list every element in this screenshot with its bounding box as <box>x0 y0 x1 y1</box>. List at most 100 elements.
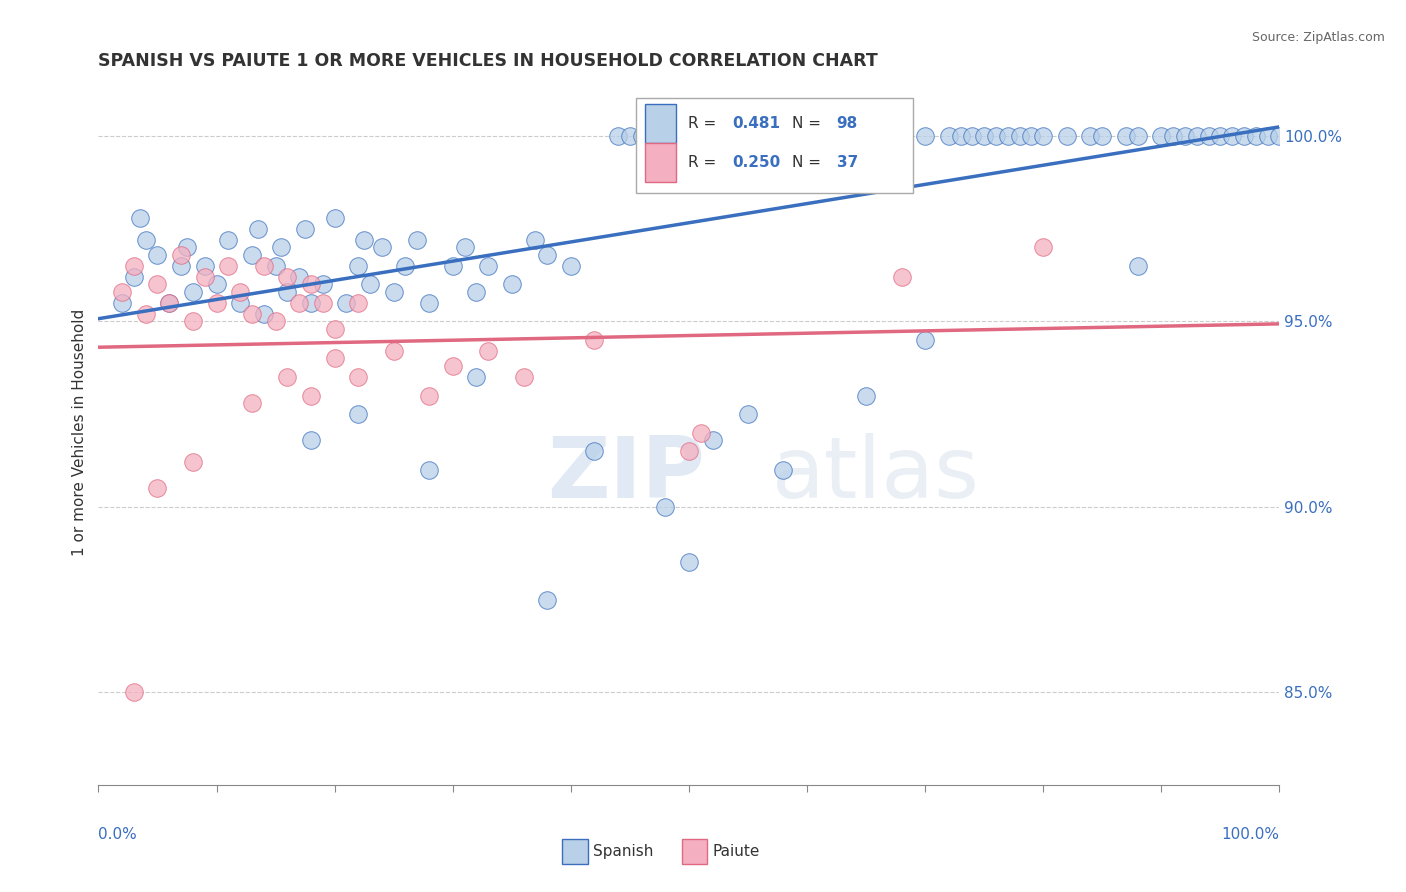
FancyBboxPatch shape <box>645 103 676 143</box>
Point <box>619 128 641 143</box>
Point <box>772 463 794 477</box>
Point <box>583 333 606 347</box>
Point <box>111 285 134 299</box>
Point <box>418 463 440 477</box>
Point <box>702 128 724 143</box>
FancyBboxPatch shape <box>645 144 676 182</box>
Point <box>465 285 488 299</box>
Point <box>1257 128 1279 143</box>
Point <box>914 128 936 143</box>
Text: Paiute: Paiute <box>713 845 761 859</box>
Point <box>1185 128 1208 143</box>
Point <box>217 259 239 273</box>
Point <box>441 259 464 273</box>
Point <box>1126 259 1149 273</box>
Point <box>761 128 783 143</box>
Text: N =: N = <box>792 155 825 170</box>
Point <box>524 233 547 247</box>
Point <box>678 444 700 458</box>
Point <box>157 295 180 310</box>
Point <box>181 455 204 469</box>
Point <box>583 444 606 458</box>
Point <box>607 128 630 143</box>
Point <box>1244 128 1267 143</box>
Point <box>194 259 217 273</box>
Text: 0.0%: 0.0% <box>98 827 138 842</box>
Point <box>678 556 700 570</box>
Point <box>371 240 394 254</box>
Point <box>643 128 665 143</box>
Point <box>229 285 252 299</box>
Point <box>299 277 322 292</box>
Point <box>560 259 582 273</box>
Point <box>181 314 204 328</box>
Point <box>146 277 169 292</box>
Point <box>512 370 534 384</box>
Point <box>1008 128 1031 143</box>
Point <box>146 247 169 261</box>
Point <box>1209 128 1232 143</box>
Point <box>997 128 1019 143</box>
Text: 0.250: 0.250 <box>733 155 780 170</box>
Point <box>312 277 335 292</box>
Point <box>253 259 276 273</box>
Text: 98: 98 <box>837 116 858 131</box>
Text: R =: R = <box>688 116 721 131</box>
Point <box>737 407 759 421</box>
Point <box>264 314 287 328</box>
Point <box>253 307 276 321</box>
Point <box>240 247 263 261</box>
Text: R =: R = <box>688 155 721 170</box>
Point <box>288 269 311 284</box>
Point <box>111 295 134 310</box>
Point <box>984 128 1007 143</box>
Point <box>122 269 145 284</box>
Point <box>737 128 759 143</box>
Point <box>347 407 370 421</box>
Point <box>962 128 984 143</box>
Point <box>288 295 311 310</box>
Point <box>501 277 523 292</box>
Point <box>276 285 298 299</box>
Point <box>973 128 995 143</box>
Point <box>1198 128 1220 143</box>
Point <box>630 128 652 143</box>
Point <box>807 128 830 143</box>
Point <box>1021 128 1043 143</box>
Point <box>128 211 150 225</box>
Point <box>536 247 558 261</box>
Point <box>855 128 877 143</box>
Point <box>157 295 180 310</box>
Point <box>229 295 252 310</box>
Point <box>205 277 228 292</box>
Point <box>406 233 429 247</box>
Point <box>689 425 711 440</box>
Point <box>1174 128 1197 143</box>
Point <box>1115 128 1137 143</box>
Text: ZIP: ZIP <box>547 434 704 516</box>
Point <box>181 285 204 299</box>
Point <box>335 295 357 310</box>
Point <box>1161 128 1184 143</box>
Point <box>270 240 292 254</box>
Point <box>796 128 818 143</box>
Point <box>748 128 770 143</box>
Point <box>702 433 724 447</box>
Point <box>347 259 370 273</box>
Point <box>1220 128 1243 143</box>
Point <box>949 128 972 143</box>
Point <box>323 211 346 225</box>
Point <box>176 240 198 254</box>
Point <box>347 295 370 310</box>
Point <box>347 370 370 384</box>
Point <box>299 388 322 402</box>
Point <box>477 344 499 359</box>
Point <box>135 233 157 247</box>
Point <box>394 259 416 273</box>
Point <box>353 233 375 247</box>
Point <box>666 128 689 143</box>
Point <box>855 388 877 402</box>
Point <box>772 128 794 143</box>
Point <box>536 592 558 607</box>
Point <box>725 128 748 143</box>
